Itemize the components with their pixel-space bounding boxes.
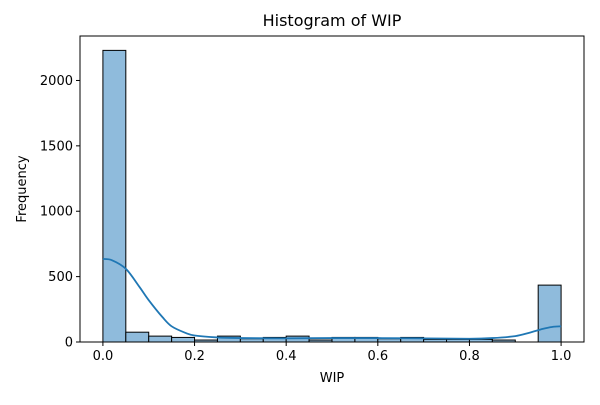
chart-title: Histogram of WIP — [263, 11, 402, 30]
histogram-bar — [148, 335, 173, 343]
histogram-bar — [171, 336, 196, 343]
x-tick-label: 0.6 — [367, 349, 388, 364]
kde-curve — [102, 258, 562, 340]
y-tick-label: 500 — [48, 270, 73, 285]
histogram-bar — [102, 49, 127, 343]
x-tick-label: 0.2 — [184, 349, 205, 364]
x-tick-label: 0.0 — [93, 349, 114, 364]
plot-frame — [79, 35, 585, 343]
y-tick-label: 0 — [65, 336, 73, 351]
y-tick-label: 1000 — [40, 205, 73, 220]
y-axis-label: Frequency — [15, 155, 30, 222]
x-tick-label: 1.0 — [551, 349, 572, 364]
y-tick-label: 1500 — [40, 139, 73, 154]
y-tick-label: 2000 — [40, 74, 73, 89]
x-axis-label: WIP — [320, 371, 345, 386]
y-axis-ticks: 0 500 1000 1500 2000 — [40, 74, 80, 351]
x-tick-label: 0.8 — [459, 349, 480, 364]
x-axis-ticks: 0.0 0.2 0.4 0.6 0.8 1.0 — [93, 342, 572, 364]
histogram-bar — [537, 284, 562, 343]
histogram-bar — [125, 331, 150, 343]
x-tick-label: 0.4 — [276, 349, 297, 364]
